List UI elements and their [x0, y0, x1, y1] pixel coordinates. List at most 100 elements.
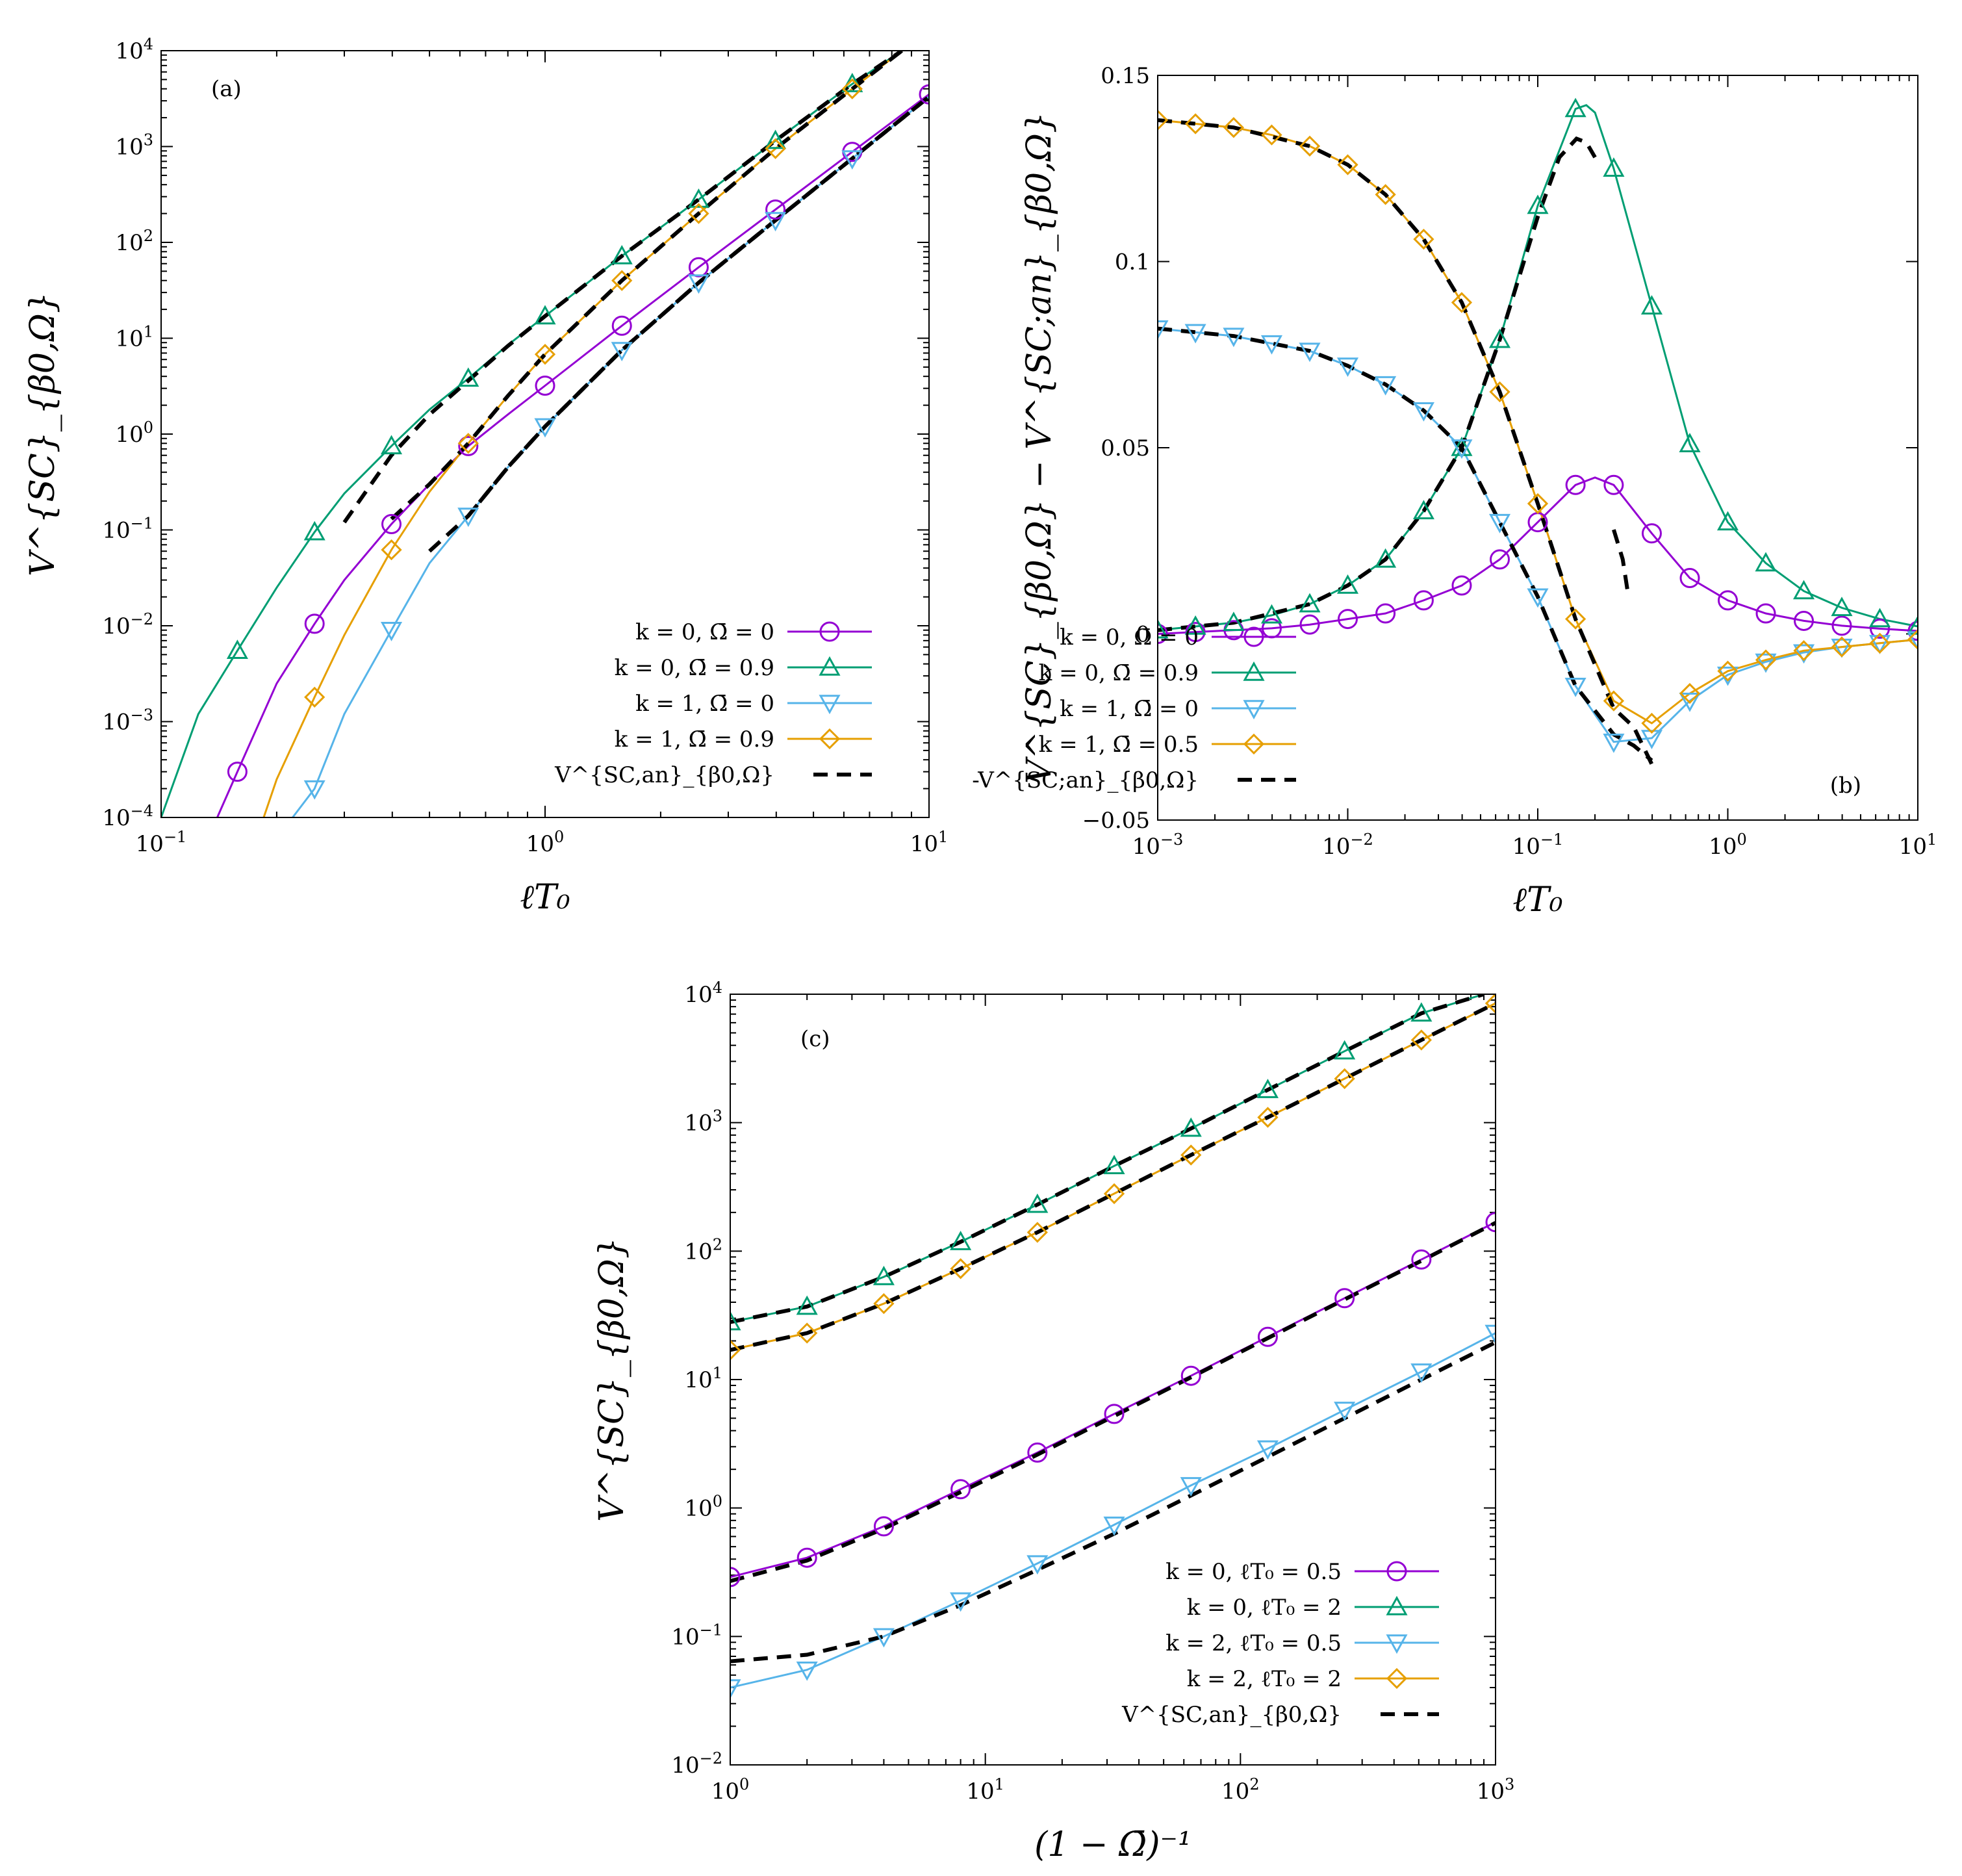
analytic-dashed-line — [428, 95, 929, 553]
legend-label: k = 0, Ω̄ = 0.9 — [615, 655, 774, 681]
legend-marker — [1243, 626, 1264, 647]
y-axis-label: V^{SC}_{β0,Ω} − V^{SC;an}_{β0,Ω} — [1020, 112, 1059, 784]
legend-entry: k = 1, Ω̄ = 0 — [1060, 696, 1296, 722]
data-point — [950, 1231, 972, 1250]
series-line — [216, 93, 929, 817]
series-line — [1158, 104, 1918, 632]
data-point — [457, 508, 479, 528]
legend-entry: k = 0, Ω̄ = 0.9 — [615, 655, 872, 681]
y-tick-label: −0.05 — [1082, 808, 1150, 834]
data-point — [841, 78, 863, 99]
plot-area — [730, 994, 1496, 1699]
data-point — [1180, 1144, 1202, 1166]
y-tick-label: 0.1 — [1115, 250, 1150, 276]
data-point — [687, 188, 709, 208]
legend-label: k = 1, Ω̄ = 0.9 — [615, 726, 774, 752]
data-point — [1180, 1117, 1202, 1137]
analytic-dashed-line — [466, 95, 929, 517]
x-axis-label: (1 − Ω̄)⁻¹ — [1034, 1825, 1191, 1864]
y-tick-label: 102 — [115, 227, 153, 256]
data-point — [1410, 1002, 1433, 1022]
data-point — [1158, 109, 1169, 131]
legend: k = 0, Ω̄ = 0 k = 0, Ω̄ = 0.9 k = 1, Ω̄ = … — [554, 619, 872, 788]
data-point — [730, 1339, 741, 1361]
data-point — [1565, 474, 1586, 495]
data-point — [765, 212, 787, 232]
data-point — [1527, 493, 1549, 515]
y-tick-label: 10−3 — [102, 706, 153, 736]
data-point — [873, 1265, 895, 1285]
legend-label: k = 0, Ω̄ = 0 — [1060, 624, 1199, 650]
data-point — [1375, 548, 1397, 568]
data-point — [1223, 328, 1245, 348]
data-point — [1026, 1555, 1049, 1575]
data-point — [1299, 135, 1321, 157]
series-markers-0 — [1158, 474, 1918, 644]
data-point — [381, 539, 402, 561]
data-point — [765, 199, 786, 220]
data-point — [1488, 513, 1511, 533]
analytic-dashed-line — [1158, 326, 1653, 762]
data-point — [1489, 381, 1510, 403]
data-point — [535, 375, 555, 396]
plot-frame — [160, 50, 930, 818]
y-tick-label: 103 — [684, 1107, 722, 1137]
x-tick-label: 101 — [910, 828, 949, 857]
data-point — [1180, 1365, 1201, 1386]
data-point — [1260, 335, 1283, 355]
series-2 — [1158, 328, 1918, 743]
x-tick-label: 102 — [1221, 1775, 1260, 1805]
data-point — [1103, 1516, 1125, 1536]
legend-label: k = 0, ℓT₀ = 2 — [1187, 1595, 1342, 1621]
data-point — [1564, 608, 1586, 630]
legend-entry: k = 0, ℓT₀ = 2 — [1187, 1595, 1439, 1621]
analytic-dashed-line — [1612, 529, 1631, 597]
y-tick-label: 103 — [115, 131, 153, 161]
data-point — [1451, 439, 1473, 459]
series-line — [1158, 328, 1918, 743]
data-point — [1484, 994, 1496, 1014]
chart-panel-a: 10−1 100 101 10−4 10−3 10−2 10−1 100 101 102 103 10… — [23, 35, 948, 917]
data-point — [1490, 549, 1510, 570]
legend-entry: k = 0, Ω̄ = 0 — [1060, 624, 1296, 650]
y-tick-label: 10−1 — [102, 515, 153, 544]
data-point — [1484, 1324, 1496, 1344]
data-point — [1410, 1363, 1433, 1383]
data-point — [1868, 635, 1891, 654]
data-point — [380, 435, 403, 455]
x-tick-label: 10−2 — [1322, 830, 1373, 860]
data-point — [1793, 640, 1815, 662]
y-tick-label: 100 — [115, 418, 153, 448]
data-point — [227, 762, 248, 782]
data-point — [1679, 433, 1701, 452]
legend-entry: k = 0, Ω̄ = 0.9 — [1039, 660, 1296, 686]
series-markers-0 — [227, 84, 929, 782]
y-axis-label: V^{SC}_{β0,Ω} — [23, 292, 62, 576]
y-tick-label: 101 — [684, 1364, 722, 1393]
data-point — [730, 1567, 741, 1587]
data-point — [1334, 1402, 1356, 1421]
data-point — [1223, 117, 1245, 138]
legend-marker — [1386, 1561, 1407, 1582]
series-0 — [1158, 476, 1918, 635]
x-tick-label: 10−1 — [1512, 830, 1564, 860]
data-point — [1256, 1440, 1279, 1460]
y-tick-label: 10−4 — [102, 802, 153, 831]
data-point — [534, 344, 556, 365]
series-line — [730, 994, 1484, 1324]
x-axis-label: ℓT₀ — [520, 878, 570, 917]
series-line — [1158, 476, 1918, 635]
data-point — [611, 315, 632, 336]
data-point — [1411, 1249, 1432, 1270]
panel-label: (b) — [1830, 773, 1861, 799]
legend-marker — [1243, 700, 1265, 720]
analytic-dashed-line — [730, 994, 1484, 1324]
panel-label: (c) — [800, 1026, 830, 1052]
data-point — [1792, 580, 1815, 600]
x-tick-label: 100 — [1709, 830, 1747, 860]
data-point — [1869, 632, 1891, 654]
data-point — [304, 613, 325, 634]
y-tick-label: 104 — [115, 35, 153, 64]
data-point — [1299, 593, 1321, 613]
legend-label: k = 0, Ω̄ = 0 — [635, 619, 774, 645]
